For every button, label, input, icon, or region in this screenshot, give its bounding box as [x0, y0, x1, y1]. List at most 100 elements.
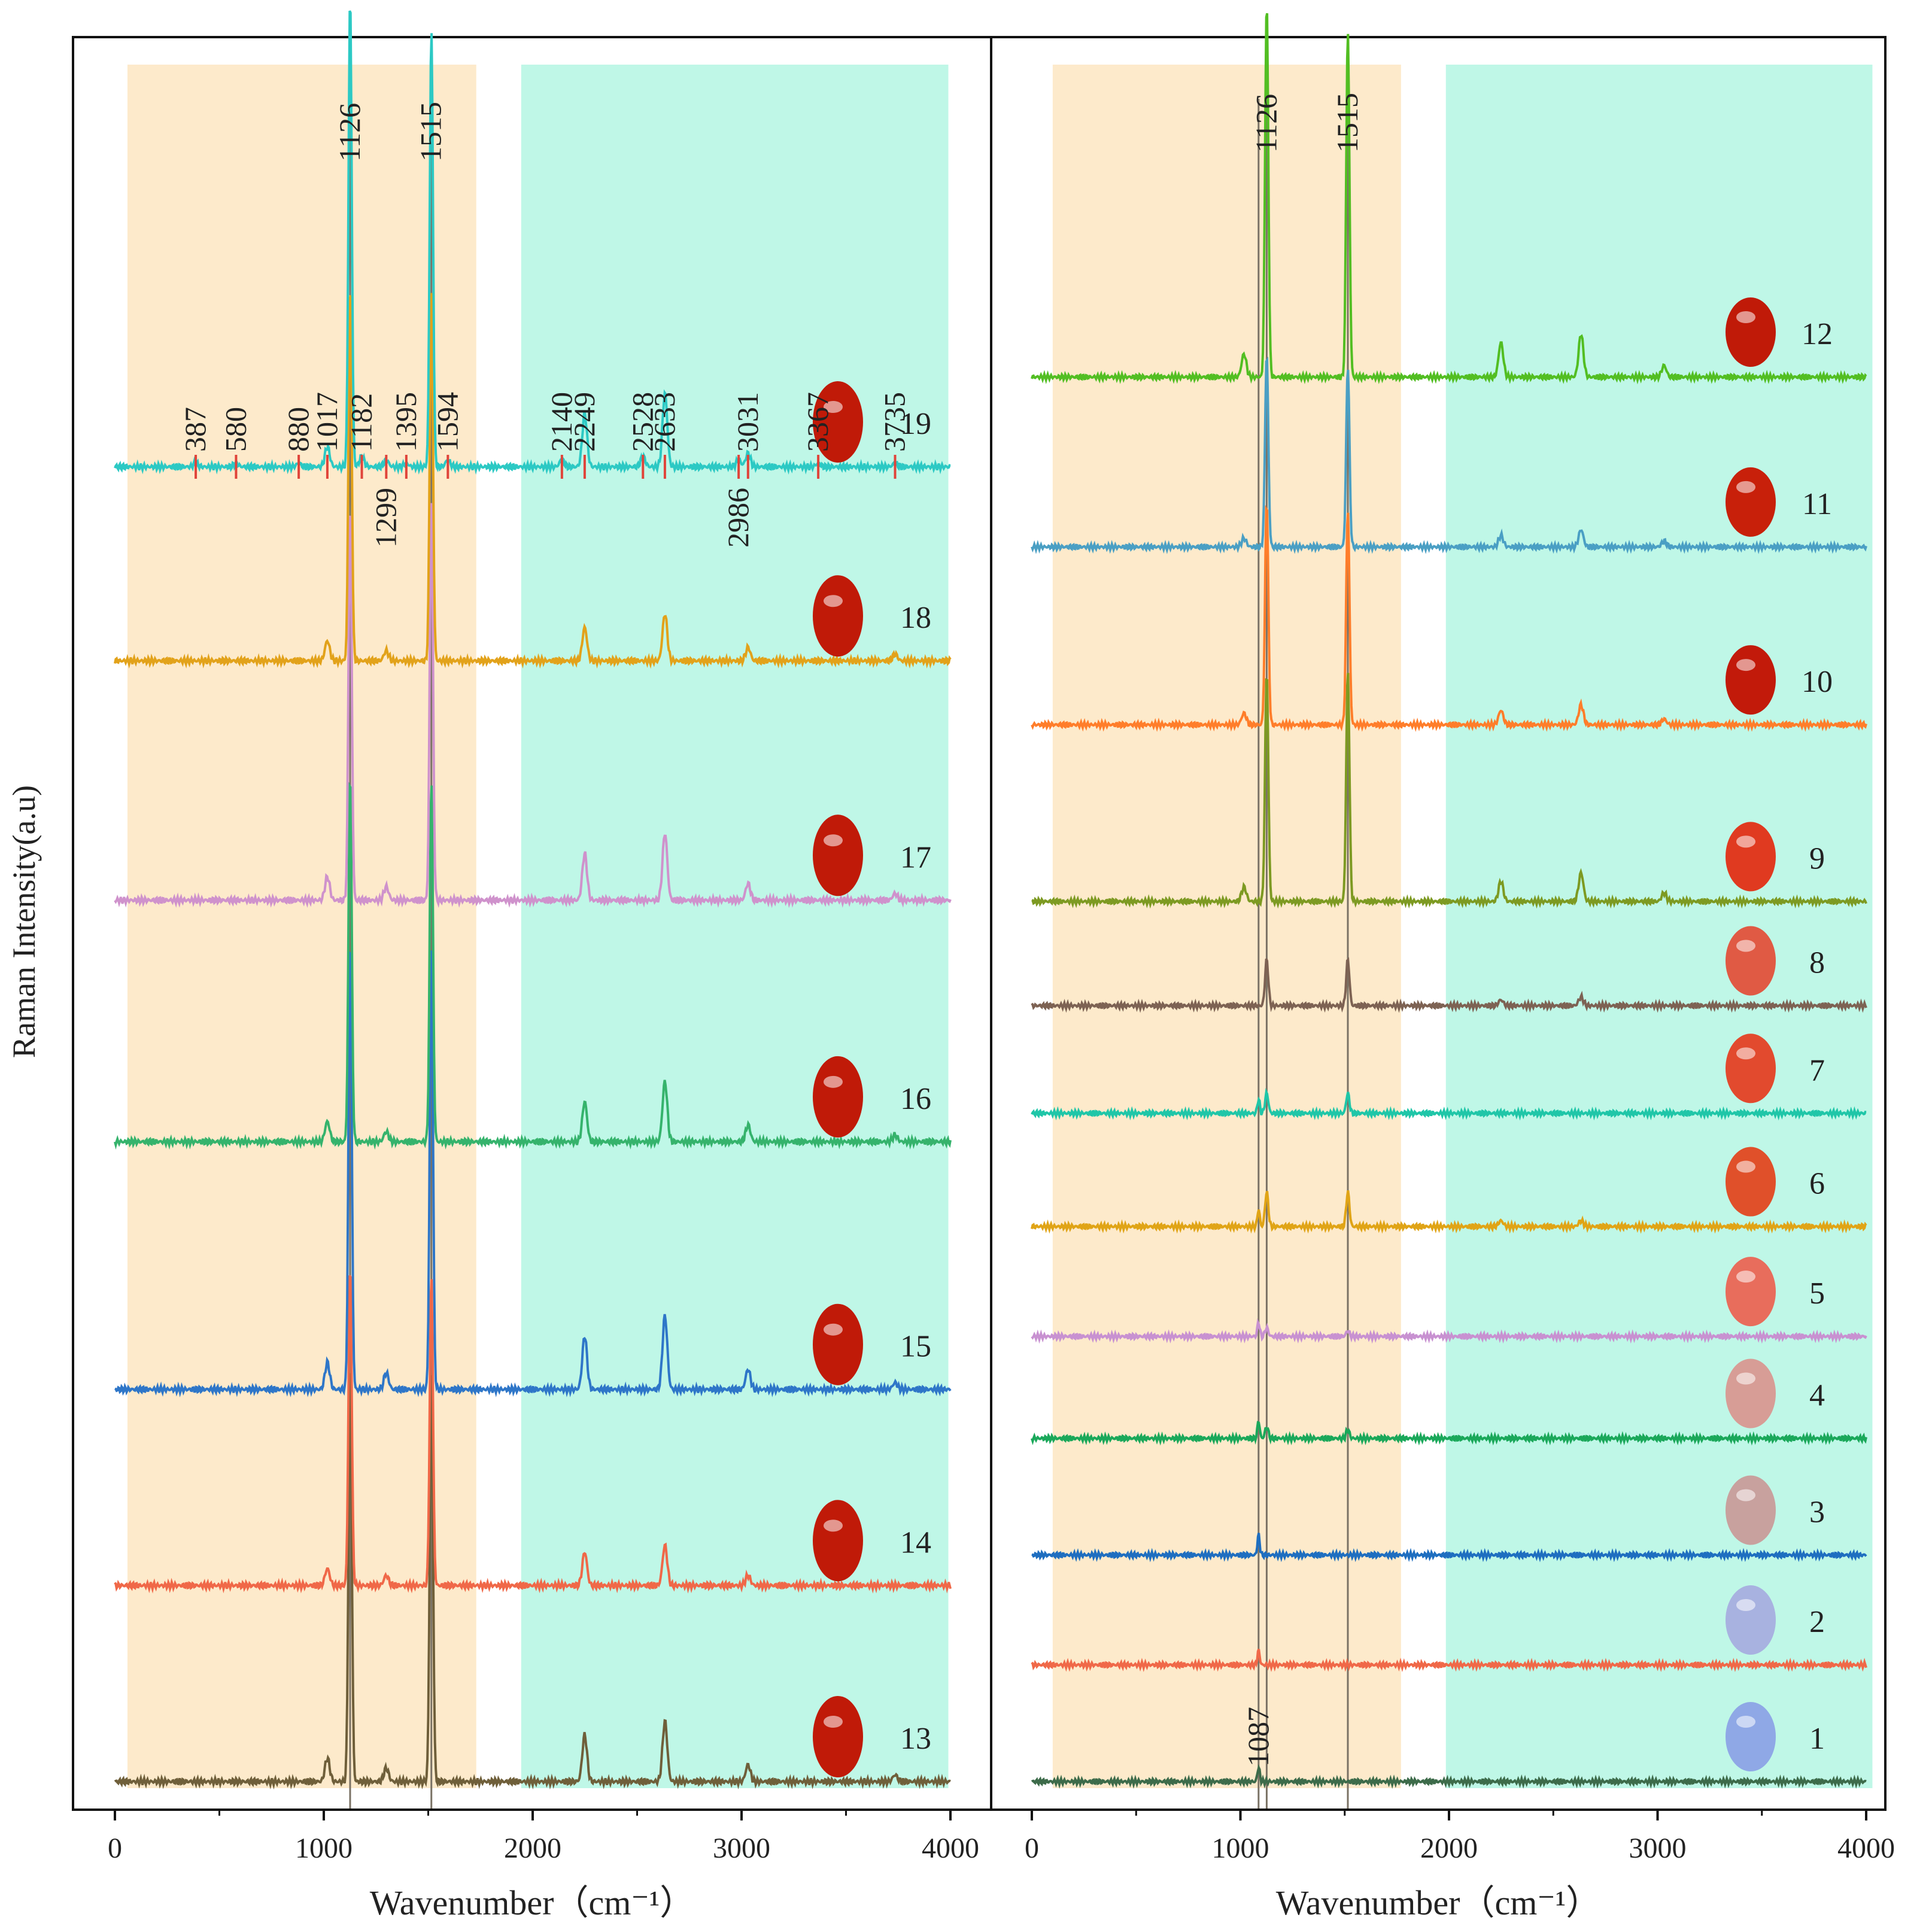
- series-label-11: 11: [1802, 487, 1832, 521]
- gem-highlight-3: [1736, 1489, 1755, 1502]
- gem-highlight-16: [824, 1075, 843, 1088]
- spectrum-line-7: [1031, 1087, 1867, 1121]
- x-tick-label-2000: 2000: [504, 1832, 561, 1864]
- spectrum-line-3: [1031, 1533, 1867, 1563]
- x-tick-label-4000: 4000: [1837, 1832, 1895, 1864]
- peak-annotation-2633: 2633: [648, 392, 681, 452]
- gem-highlight-14: [824, 1519, 843, 1532]
- series-label-4: 4: [1809, 1378, 1825, 1412]
- spectrum-line-6: [1031, 1190, 1867, 1234]
- x-tick-label-0: 0: [108, 1832, 122, 1864]
- gem-highlight-6: [1736, 1160, 1755, 1173]
- peak-annotation-1087: 1087: [1241, 1707, 1275, 1767]
- spectrum-line-12: [1031, 13, 1867, 385]
- peak-annotation-580: 580: [218, 407, 252, 452]
- gem-image-2: [1726, 1585, 1776, 1655]
- gem-highlight-12: [1736, 311, 1755, 323]
- series-label-19: 19: [900, 407, 931, 441]
- spectrum-line-8: [1031, 957, 1867, 1013]
- spectrum-line-14: [114, 1275, 952, 1594]
- series-label-15: 15: [900, 1330, 931, 1364]
- spectrum-line-19: [114, 10, 951, 475]
- peak-annotation-1515: 1515: [414, 102, 448, 162]
- peak-annotation-880: 880: [281, 407, 315, 452]
- peak-annotation-2986: 2986: [721, 488, 755, 548]
- spectrum-line-2: [1031, 1648, 1867, 1673]
- series-label-14: 14: [900, 1525, 931, 1560]
- gem-image-5: [1726, 1257, 1776, 1327]
- series-label-5: 5: [1809, 1276, 1825, 1311]
- x-tick-label-0: 0: [1025, 1832, 1039, 1864]
- peak-annotation-1182: 1182: [345, 393, 378, 452]
- series-label-12: 12: [1802, 317, 1833, 351]
- gem-highlight-5: [1736, 1271, 1755, 1283]
- spectrum-line-1: [1031, 1764, 1867, 1789]
- gem-image-1: [1726, 1702, 1776, 1771]
- series-label-1: 1: [1809, 1722, 1825, 1756]
- spectrum-line-18: [114, 293, 952, 669]
- x-axis-label: Wavenumber（cm⁻¹）: [370, 1883, 695, 1922]
- series-label-10: 10: [1802, 665, 1833, 699]
- series-label-6: 6: [1809, 1167, 1825, 1201]
- peak-annotation-3031: 3031: [731, 392, 764, 452]
- gem-highlight-7: [1736, 1047, 1755, 1060]
- gem-highlight-1: [1736, 1716, 1755, 1728]
- highlight-band-high: [1445, 65, 1873, 1788]
- series-label-16: 16: [900, 1082, 931, 1116]
- series-label-7: 7: [1809, 1053, 1825, 1087]
- gem-highlight-4: [1736, 1372, 1755, 1385]
- x-axis-label: Wavenumber（cm⁻¹）: [1276, 1883, 1601, 1922]
- x-tick-label-3000: 3000: [1629, 1832, 1687, 1864]
- spectrum-line-17: [114, 503, 952, 908]
- x-tick-label-1000: 1000: [1212, 1832, 1269, 1864]
- highlight-band-low: [1052, 65, 1401, 1788]
- peak-annotation-2249: 2249: [567, 392, 601, 452]
- gem-image-16: [813, 1056, 863, 1138]
- peak-annotation-387: 387: [178, 407, 212, 452]
- peak-annotation-3735: 3735: [878, 392, 912, 452]
- peak-annotation-3367: 3367: [801, 392, 834, 452]
- peak-annotation-2528: 2528: [625, 392, 659, 452]
- x-tick-label-1000: 1000: [295, 1832, 353, 1864]
- gem-image-3: [1726, 1475, 1776, 1545]
- spectrum-line-15: [114, 950, 952, 1397]
- gem-highlight-2: [1736, 1599, 1755, 1612]
- gem-image-8: [1726, 926, 1776, 996]
- peak-annotation-1126: 1126: [333, 103, 366, 162]
- gem-image-14: [813, 1500, 863, 1582]
- spectrum-line-4: [1031, 1421, 1867, 1446]
- peak-annotation-1126: 1126: [1249, 94, 1283, 153]
- series-label-2: 2: [1809, 1605, 1825, 1639]
- peak-annotation-1017: 1017: [310, 392, 344, 452]
- gem-image-13: [813, 1696, 863, 1777]
- gem-image-18: [813, 575, 863, 657]
- series-label-8: 8: [1809, 946, 1825, 980]
- y-axis-label: Raman Intensity(a.u): [6, 785, 42, 1058]
- gem-highlight-10: [1736, 659, 1755, 671]
- gem-highlight-8: [1736, 940, 1755, 952]
- gem-highlight-17: [824, 834, 843, 847]
- series-label-17: 17: [900, 840, 931, 874]
- highlight-band-high: [521, 65, 949, 1788]
- gem-image-6: [1726, 1147, 1776, 1217]
- gem-image-17: [813, 814, 863, 896]
- peak-annotation-1515: 1515: [1330, 93, 1364, 153]
- gem-image-4: [1726, 1358, 1776, 1428]
- series-label-3: 3: [1809, 1495, 1825, 1529]
- x-tick-label-3000: 3000: [713, 1832, 770, 1864]
- x-tick-label-2000: 2000: [1420, 1832, 1478, 1864]
- highlight-band-low: [127, 65, 476, 1788]
- series-label-13: 13: [900, 1722, 931, 1756]
- gem-image-7: [1726, 1034, 1776, 1104]
- gem-image-11: [1726, 467, 1776, 537]
- peak-annotation-1299: 1299: [369, 488, 402, 548]
- gem-image-9: [1726, 822, 1776, 892]
- series-label-18: 18: [900, 601, 931, 635]
- x-tick-label-4000: 4000: [922, 1832, 979, 1864]
- gem-highlight-18: [824, 595, 843, 607]
- spectrum-line-13: [114, 1373, 951, 1790]
- gem-highlight-15: [824, 1323, 843, 1336]
- gem-highlight-11: [1736, 481, 1755, 493]
